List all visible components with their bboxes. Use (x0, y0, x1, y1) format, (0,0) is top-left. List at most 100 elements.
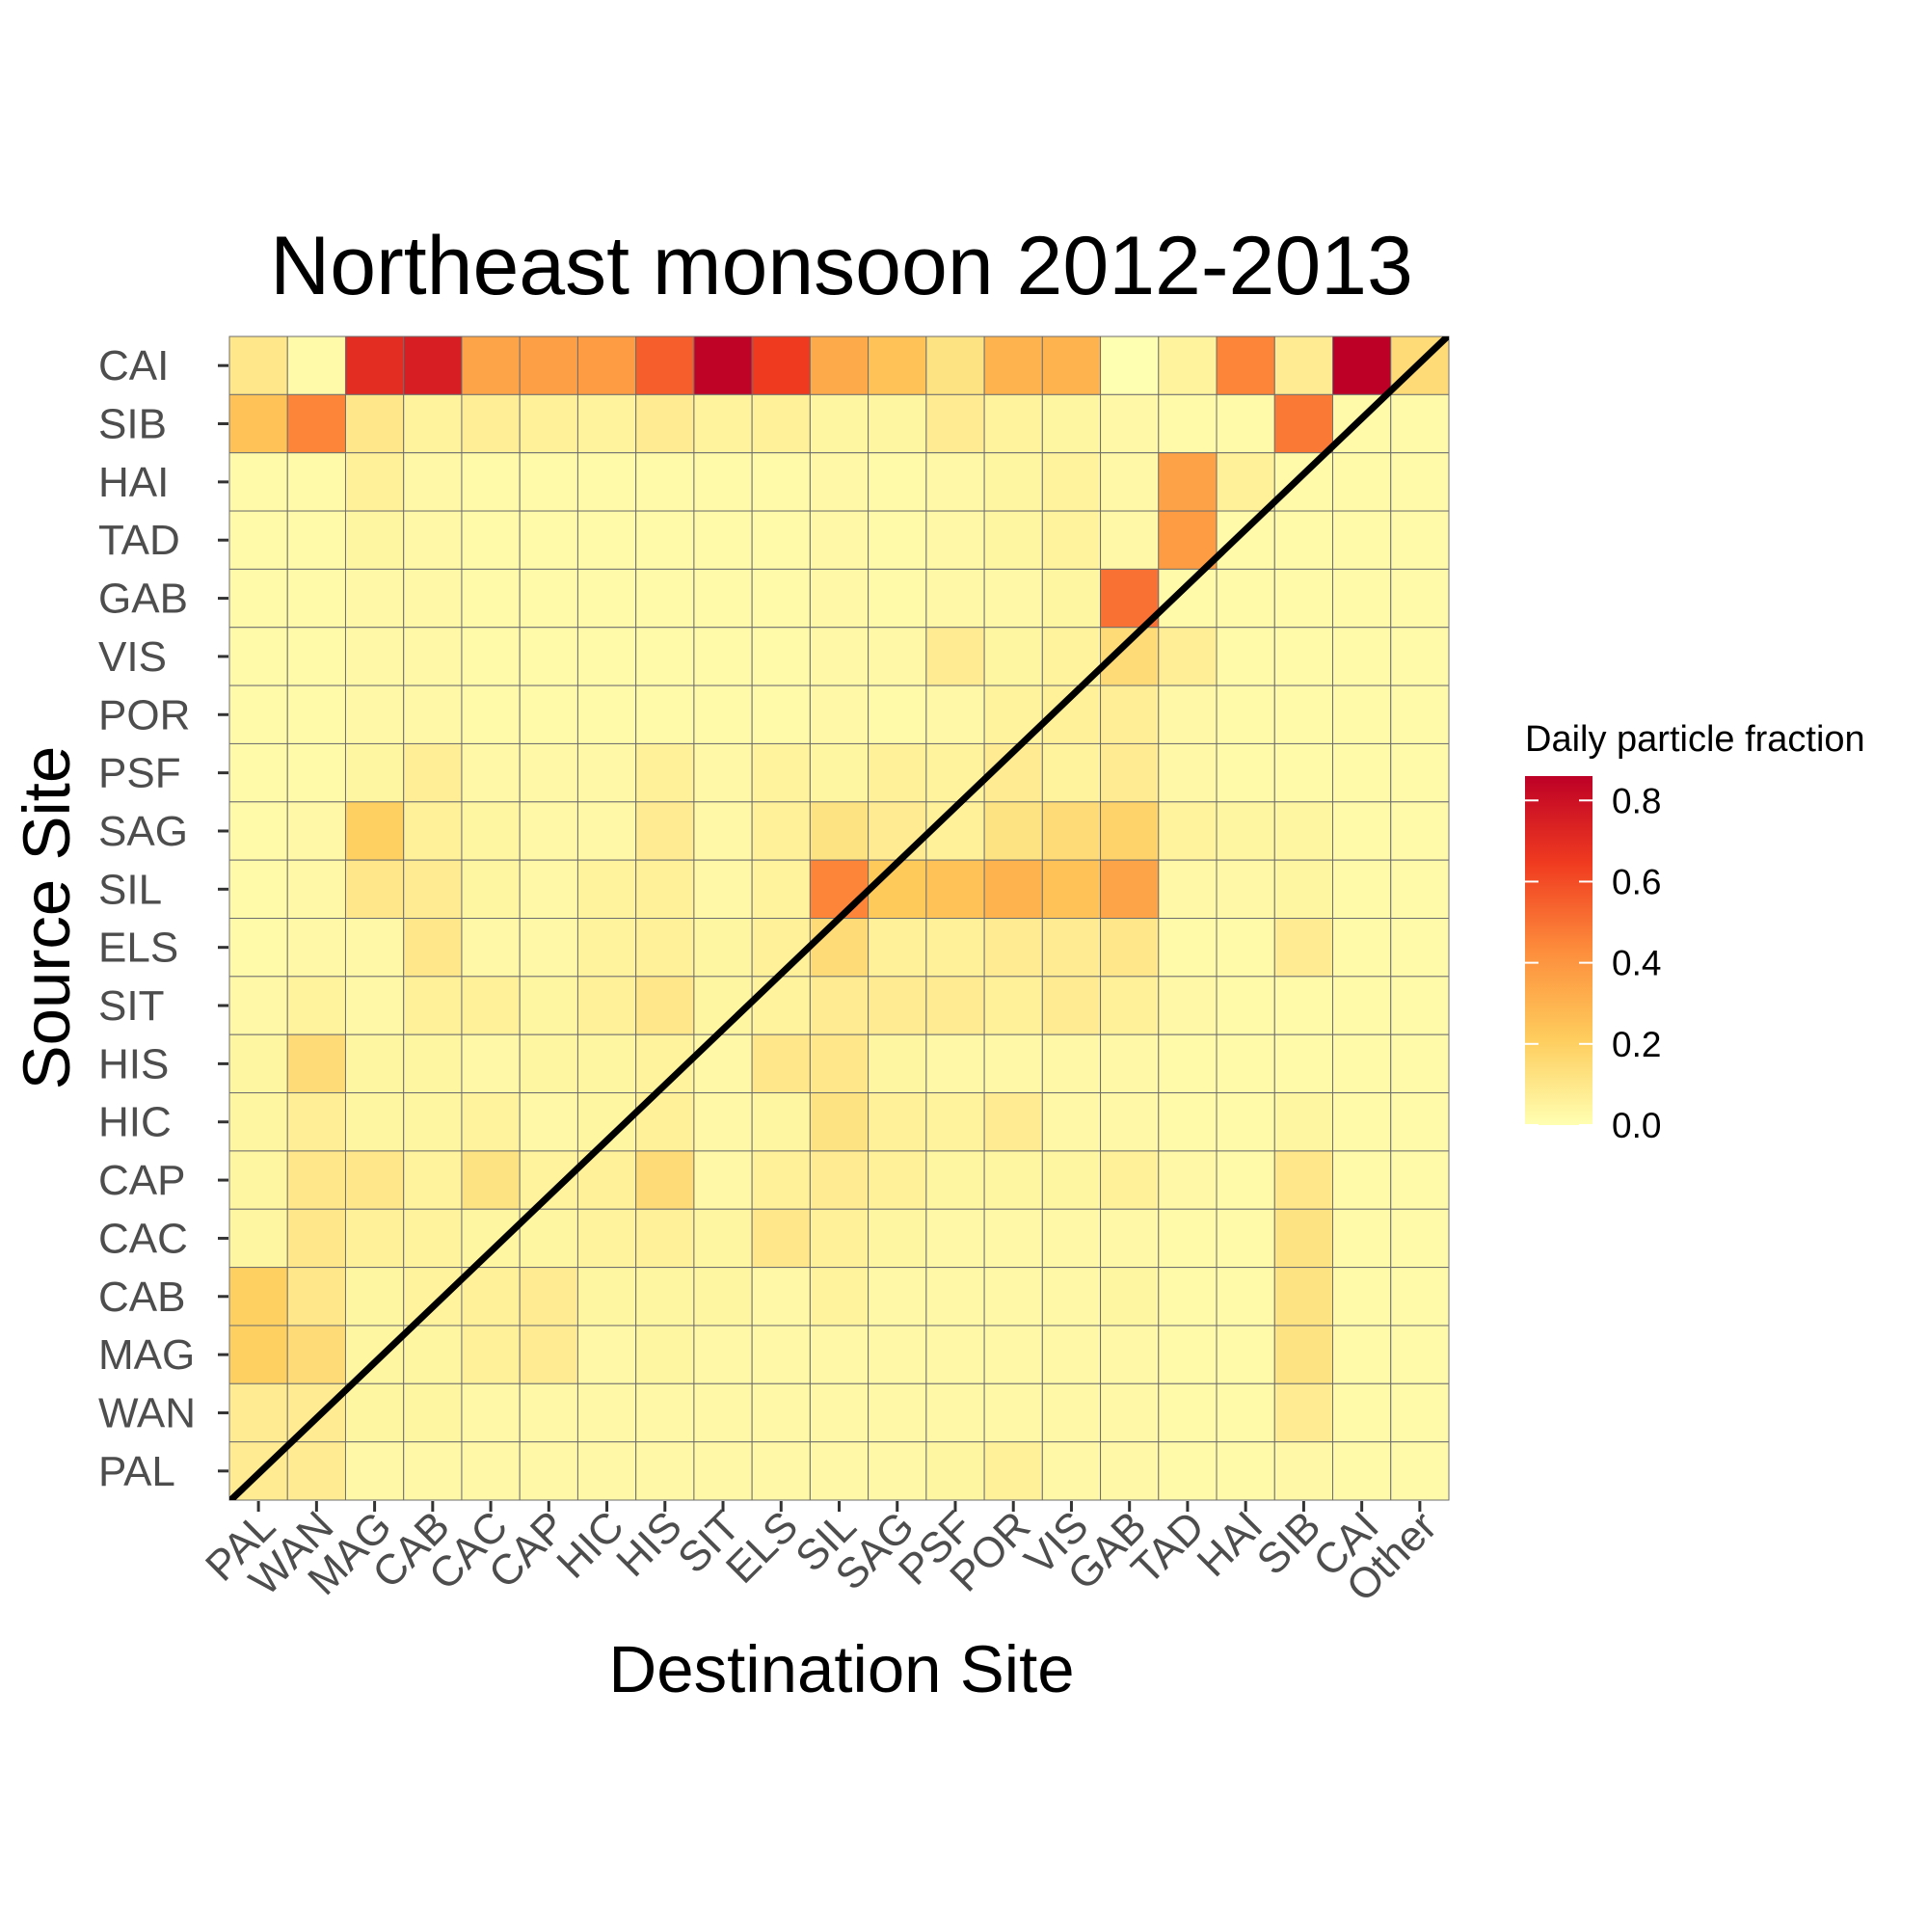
heatmap-cell (751, 1325, 811, 1384)
heatmap-cell (983, 568, 1043, 629)
heatmap-cell (1041, 918, 1102, 978)
heatmap-cell (286, 1267, 346, 1327)
heatmap-cell (809, 1325, 870, 1384)
heatmap-cell (228, 1267, 288, 1327)
heatmap-cell (344, 452, 405, 512)
heatmap-cells (228, 335, 1450, 1501)
heatmap-cell (1100, 918, 1160, 978)
heatmap-cell (1216, 1150, 1275, 1210)
heatmap-cell (983, 801, 1043, 861)
heatmap-cell (228, 627, 288, 686)
heatmap-cell (1100, 393, 1160, 454)
heatmap-cell (693, 1033, 753, 1094)
heatmap-cell (461, 1150, 521, 1210)
y-tick-label: WAN (98, 1389, 196, 1436)
heatmap-cell (1273, 1382, 1334, 1443)
heatmap-cell (635, 1382, 695, 1443)
heatmap-cell (228, 801, 288, 861)
heatmap-cell (1216, 801, 1275, 861)
y-tick-label: SIL (98, 866, 162, 913)
heatmap-cell (461, 684, 521, 744)
heatmap-cell (693, 1382, 753, 1443)
heatmap-cell (868, 918, 927, 978)
heatmap-cell (983, 1382, 1043, 1443)
heatmap-cell (286, 1441, 346, 1501)
y-axis-title: Source Site (10, 746, 84, 1090)
heatmap-cell (228, 1033, 288, 1094)
heatmap-cell (1100, 452, 1160, 512)
heatmap-cell (693, 684, 753, 744)
heatmap-cell (576, 1267, 637, 1327)
heatmap-cell (809, 859, 870, 920)
heatmap-cell (983, 1092, 1043, 1152)
heatmap-cell (693, 859, 753, 920)
heatmap-cell (868, 742, 927, 803)
heatmap-cell (519, 335, 578, 395)
heatmap-cell (1216, 510, 1275, 570)
heatmap-cell (228, 918, 288, 978)
heatmap-cell (983, 1325, 1043, 1384)
heatmap-cell (1390, 1208, 1450, 1269)
heatmap-cell (1273, 976, 1334, 1035)
heatmap-cell (461, 1208, 521, 1269)
heatmap-cell (1100, 1208, 1160, 1269)
heatmap-cell (1158, 1325, 1218, 1384)
heatmap-cell (751, 1382, 811, 1443)
y-tick-label: CAI (98, 342, 169, 389)
heatmap-cell (344, 568, 405, 629)
heatmap-cell (1158, 976, 1218, 1035)
colorbar-ticks: 0.0 0.2 0.4 0.6 0.8 (1525, 781, 1661, 1145)
heatmap-cell (1158, 335, 1218, 395)
heatmap-cell (925, 1325, 985, 1384)
heatmap-cell (344, 1150, 405, 1210)
heatmap-cell (228, 1092, 288, 1152)
heatmap-cell (693, 393, 753, 454)
heatmap-cell (751, 1150, 811, 1210)
heatmap-cell (519, 393, 578, 454)
heatmap-cell (1332, 1325, 1392, 1384)
heatmap-cell (809, 452, 870, 512)
heatmap-cell (1390, 801, 1450, 861)
heatmap-cell (1158, 1033, 1218, 1094)
heatmap-cell (286, 801, 346, 861)
heatmap-cell (1041, 1441, 1102, 1501)
x-axis-title: Destination Site (608, 1632, 1074, 1706)
heatmap-cell (576, 627, 637, 686)
heatmap-cell (1332, 335, 1392, 395)
heatmap-cell (693, 1325, 753, 1384)
heatmap-cell (809, 335, 870, 395)
heatmap-cell (286, 1150, 346, 1210)
heatmap-cell (461, 859, 521, 920)
heatmap-cell (519, 1441, 578, 1501)
heatmap-cell (1332, 452, 1392, 512)
heatmap-cell (1273, 1267, 1334, 1327)
y-tick-label: SIT (98, 982, 164, 1030)
heatmap-cell (1158, 859, 1218, 920)
heatmap-cell (693, 510, 753, 570)
heatmap-cell (1390, 1267, 1450, 1327)
heatmap-cell (1332, 684, 1392, 744)
heatmap-cell (403, 1033, 463, 1094)
heatmap-cell (403, 1150, 463, 1210)
heatmap-cell (925, 1033, 985, 1094)
heatmap-cell (635, 976, 695, 1035)
heatmap-cell (228, 742, 288, 803)
heatmap-cell (925, 1150, 985, 1210)
heatmap-cell (344, 1267, 405, 1327)
heatmap-cell (1216, 1092, 1275, 1152)
heatmap-cell (693, 801, 753, 861)
heatmap-cell (403, 742, 463, 803)
heatmap-cell (925, 859, 985, 920)
heatmap-cell (1216, 452, 1275, 512)
heatmap-cell (344, 335, 405, 395)
heatmap-cell (635, 1441, 695, 1501)
heatmap-cell (1216, 684, 1275, 744)
heatmap-cell (809, 1092, 870, 1152)
heatmap-cell (576, 1441, 637, 1501)
heatmap-cell (868, 1325, 927, 1384)
heatmap-cell (1390, 1382, 1450, 1443)
heatmap-cell (868, 1092, 927, 1152)
heatmap-cell (1216, 393, 1275, 454)
heatmap-cell (286, 1208, 346, 1269)
heatmap-cell (983, 1267, 1043, 1327)
